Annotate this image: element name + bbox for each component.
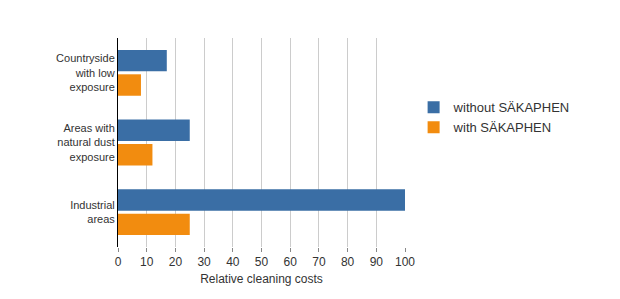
svg-text:10: 10 [140, 255, 154, 269]
svg-text:Areas withnatural dustexposure: Areas withnatural dustexposure [57, 122, 114, 163]
svg-text:60: 60 [284, 255, 298, 269]
svg-text:Countrysidewith lowexposure: Countrysidewith lowexposure [56, 52, 115, 93]
svg-text:100: 100 [395, 255, 415, 269]
svg-text:Industrialareas: Industrialareas [70, 199, 115, 225]
svg-text:with SÄKAPHEN: with SÄKAPHEN [453, 120, 552, 135]
svg-text:80: 80 [341, 255, 355, 269]
svg-text:Relative cleaning costs: Relative cleaning costs [200, 272, 323, 286]
svg-text:70: 70 [312, 255, 326, 269]
svg-text:40: 40 [226, 255, 240, 269]
svg-text:20: 20 [169, 255, 183, 269]
svg-text:90: 90 [370, 255, 384, 269]
svg-text:0: 0 [115, 255, 122, 269]
svg-text:30: 30 [197, 255, 211, 269]
svg-text:50: 50 [255, 255, 269, 269]
svg-text:without SÄKAPHEN: without SÄKAPHEN [453, 100, 570, 115]
